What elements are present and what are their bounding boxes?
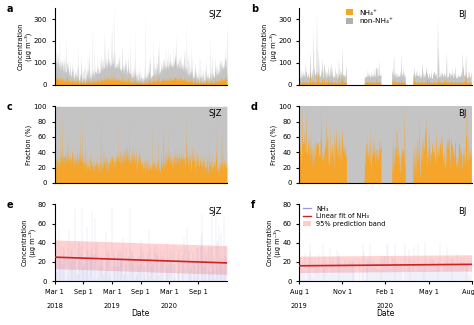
Text: 2020: 2020 [161,303,178,309]
Text: SJZ: SJZ [208,109,222,118]
X-axis label: Date: Date [131,309,150,318]
Text: 2019: 2019 [291,303,308,309]
Y-axis label: Concentration
(μg m⁻³): Concentration (μg m⁻³) [266,219,281,266]
Text: BJ: BJ [458,207,466,216]
Y-axis label: Concentration
(μg m⁻³): Concentration (μg m⁻³) [17,23,32,70]
Text: c: c [6,102,12,112]
Text: f: f [251,200,255,210]
Legend: NH₄⁺, non-NH₄⁺: NH₄⁺, non-NH₄⁺ [346,9,393,24]
Text: b: b [251,4,258,14]
Text: 2020: 2020 [377,303,394,309]
Y-axis label: Fraction (%): Fraction (%) [270,124,277,165]
Y-axis label: Concentration
(μg m⁻³): Concentration (μg m⁻³) [262,23,277,70]
Text: SJZ: SJZ [208,10,222,20]
Text: e: e [6,200,13,210]
Text: a: a [6,4,13,14]
Text: BJ: BJ [458,109,466,118]
Y-axis label: Concentration
(μg m⁻³): Concentration (μg m⁻³) [22,219,36,266]
Y-axis label: Fraction (%): Fraction (%) [26,124,32,165]
Text: 2019: 2019 [104,303,120,309]
Text: 2018: 2018 [46,303,63,309]
X-axis label: Date: Date [376,309,395,318]
Text: SJZ: SJZ [208,207,222,216]
Text: d: d [251,102,258,112]
Legend: NH₃, Linear fit of NH₃, 95% prediction band: NH₃, Linear fit of NH₃, 95% prediction b… [302,205,385,227]
Text: BJ: BJ [458,10,466,20]
